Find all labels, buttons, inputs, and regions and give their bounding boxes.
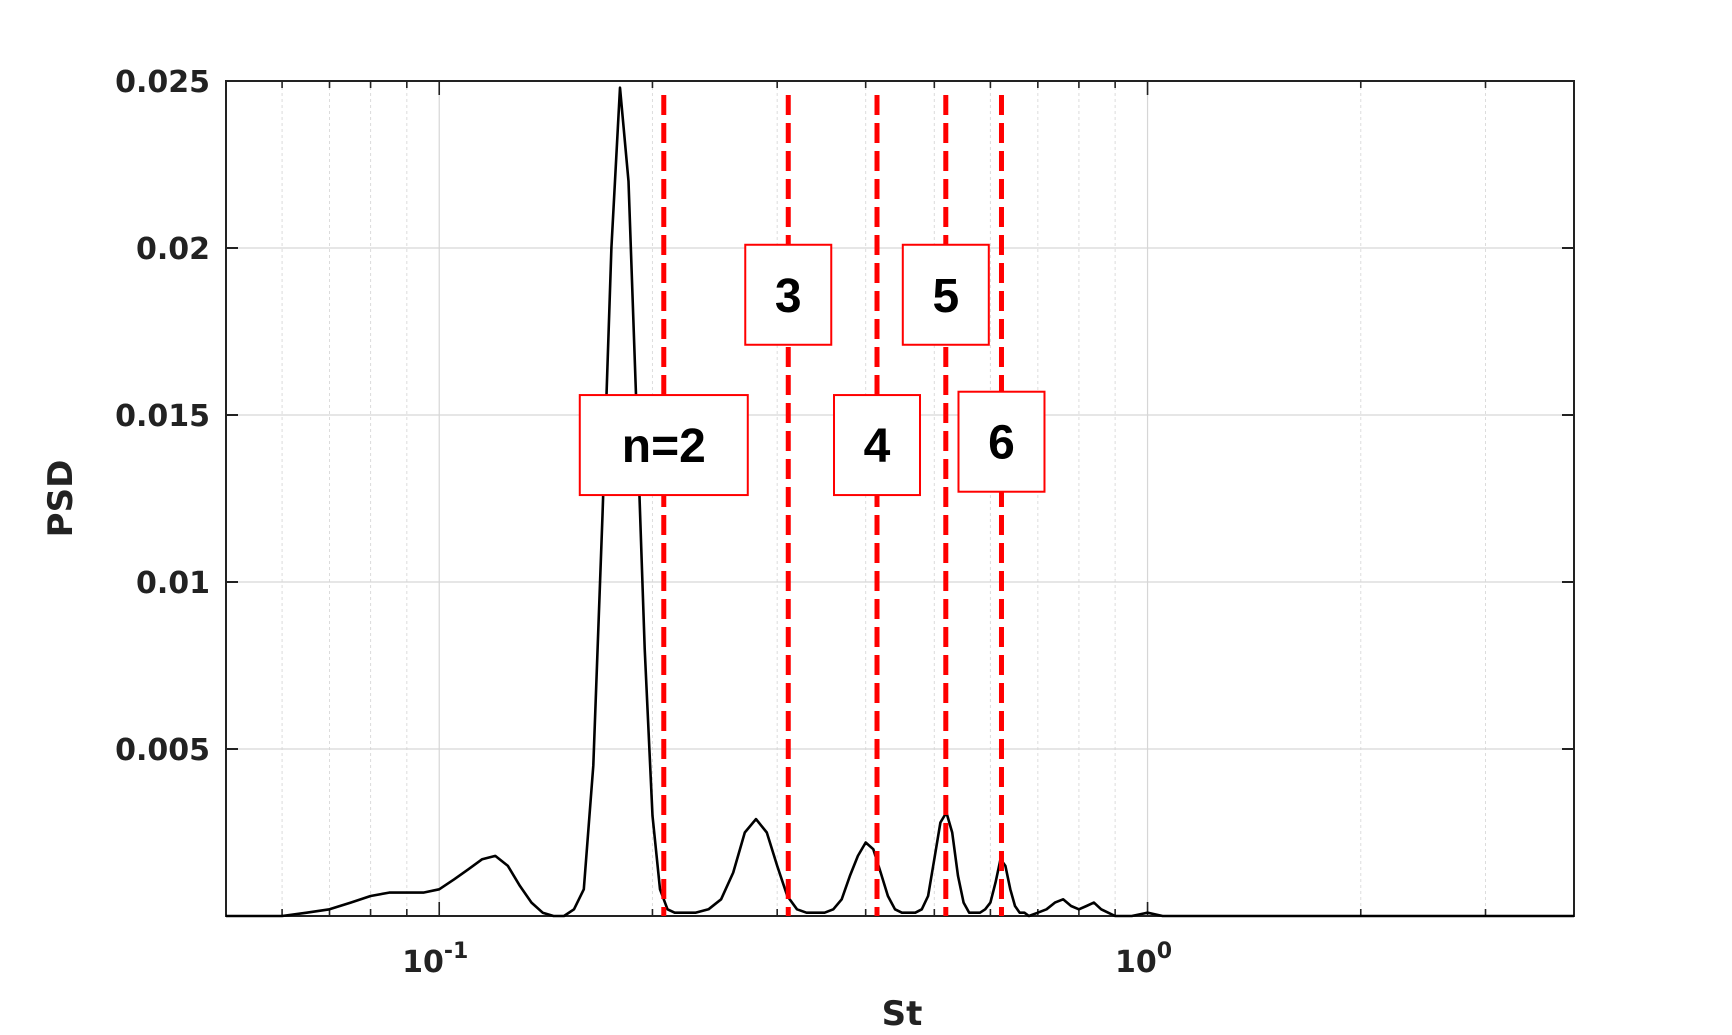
x-axis-title: St (882, 994, 923, 1034)
plot-frame (225, 80, 1575, 917)
y-tick-label: 0.005 (115, 733, 210, 768)
ticks-layer: 0.005 0.01 0.015 0.02 0.025 10-1 100 (115, 65, 1575, 980)
harmonic-label: n=2 (622, 420, 706, 473)
psd-series-line (226, 86, 1574, 918)
y-axis-title: PSD (41, 460, 81, 538)
y-tick-label: 0.015 (115, 399, 210, 434)
labels-layer: St PSD (41, 460, 922, 1034)
plot-border (225, 80, 1575, 917)
harmonic-label-box (833, 394, 922, 497)
harmonic-label: 6 (988, 417, 1015, 470)
harmonic-label-box (578, 394, 749, 497)
harmonic-label-box (957, 390, 1046, 493)
harmonic-lines-layer: n=2 3 4 5 6 (578, 95, 1046, 916)
y-tick-label: 0.01 (136, 566, 210, 601)
harmonic-label-box (744, 243, 833, 346)
harmonic-label: 5 (932, 270, 959, 323)
grid-layer (225, 80, 1575, 916)
harmonic-label-box (901, 243, 990, 346)
x-tick-label: 100 (1115, 939, 1172, 980)
x-tick-label: 10-1 (402, 939, 468, 980)
y-tick-label: 0.025 (115, 65, 210, 100)
harmonic-label: 4 (864, 420, 891, 473)
harmonic-label: 3 (775, 270, 802, 323)
series-layer (226, 86, 1574, 918)
y-tick-label: 0.02 (136, 232, 210, 267)
